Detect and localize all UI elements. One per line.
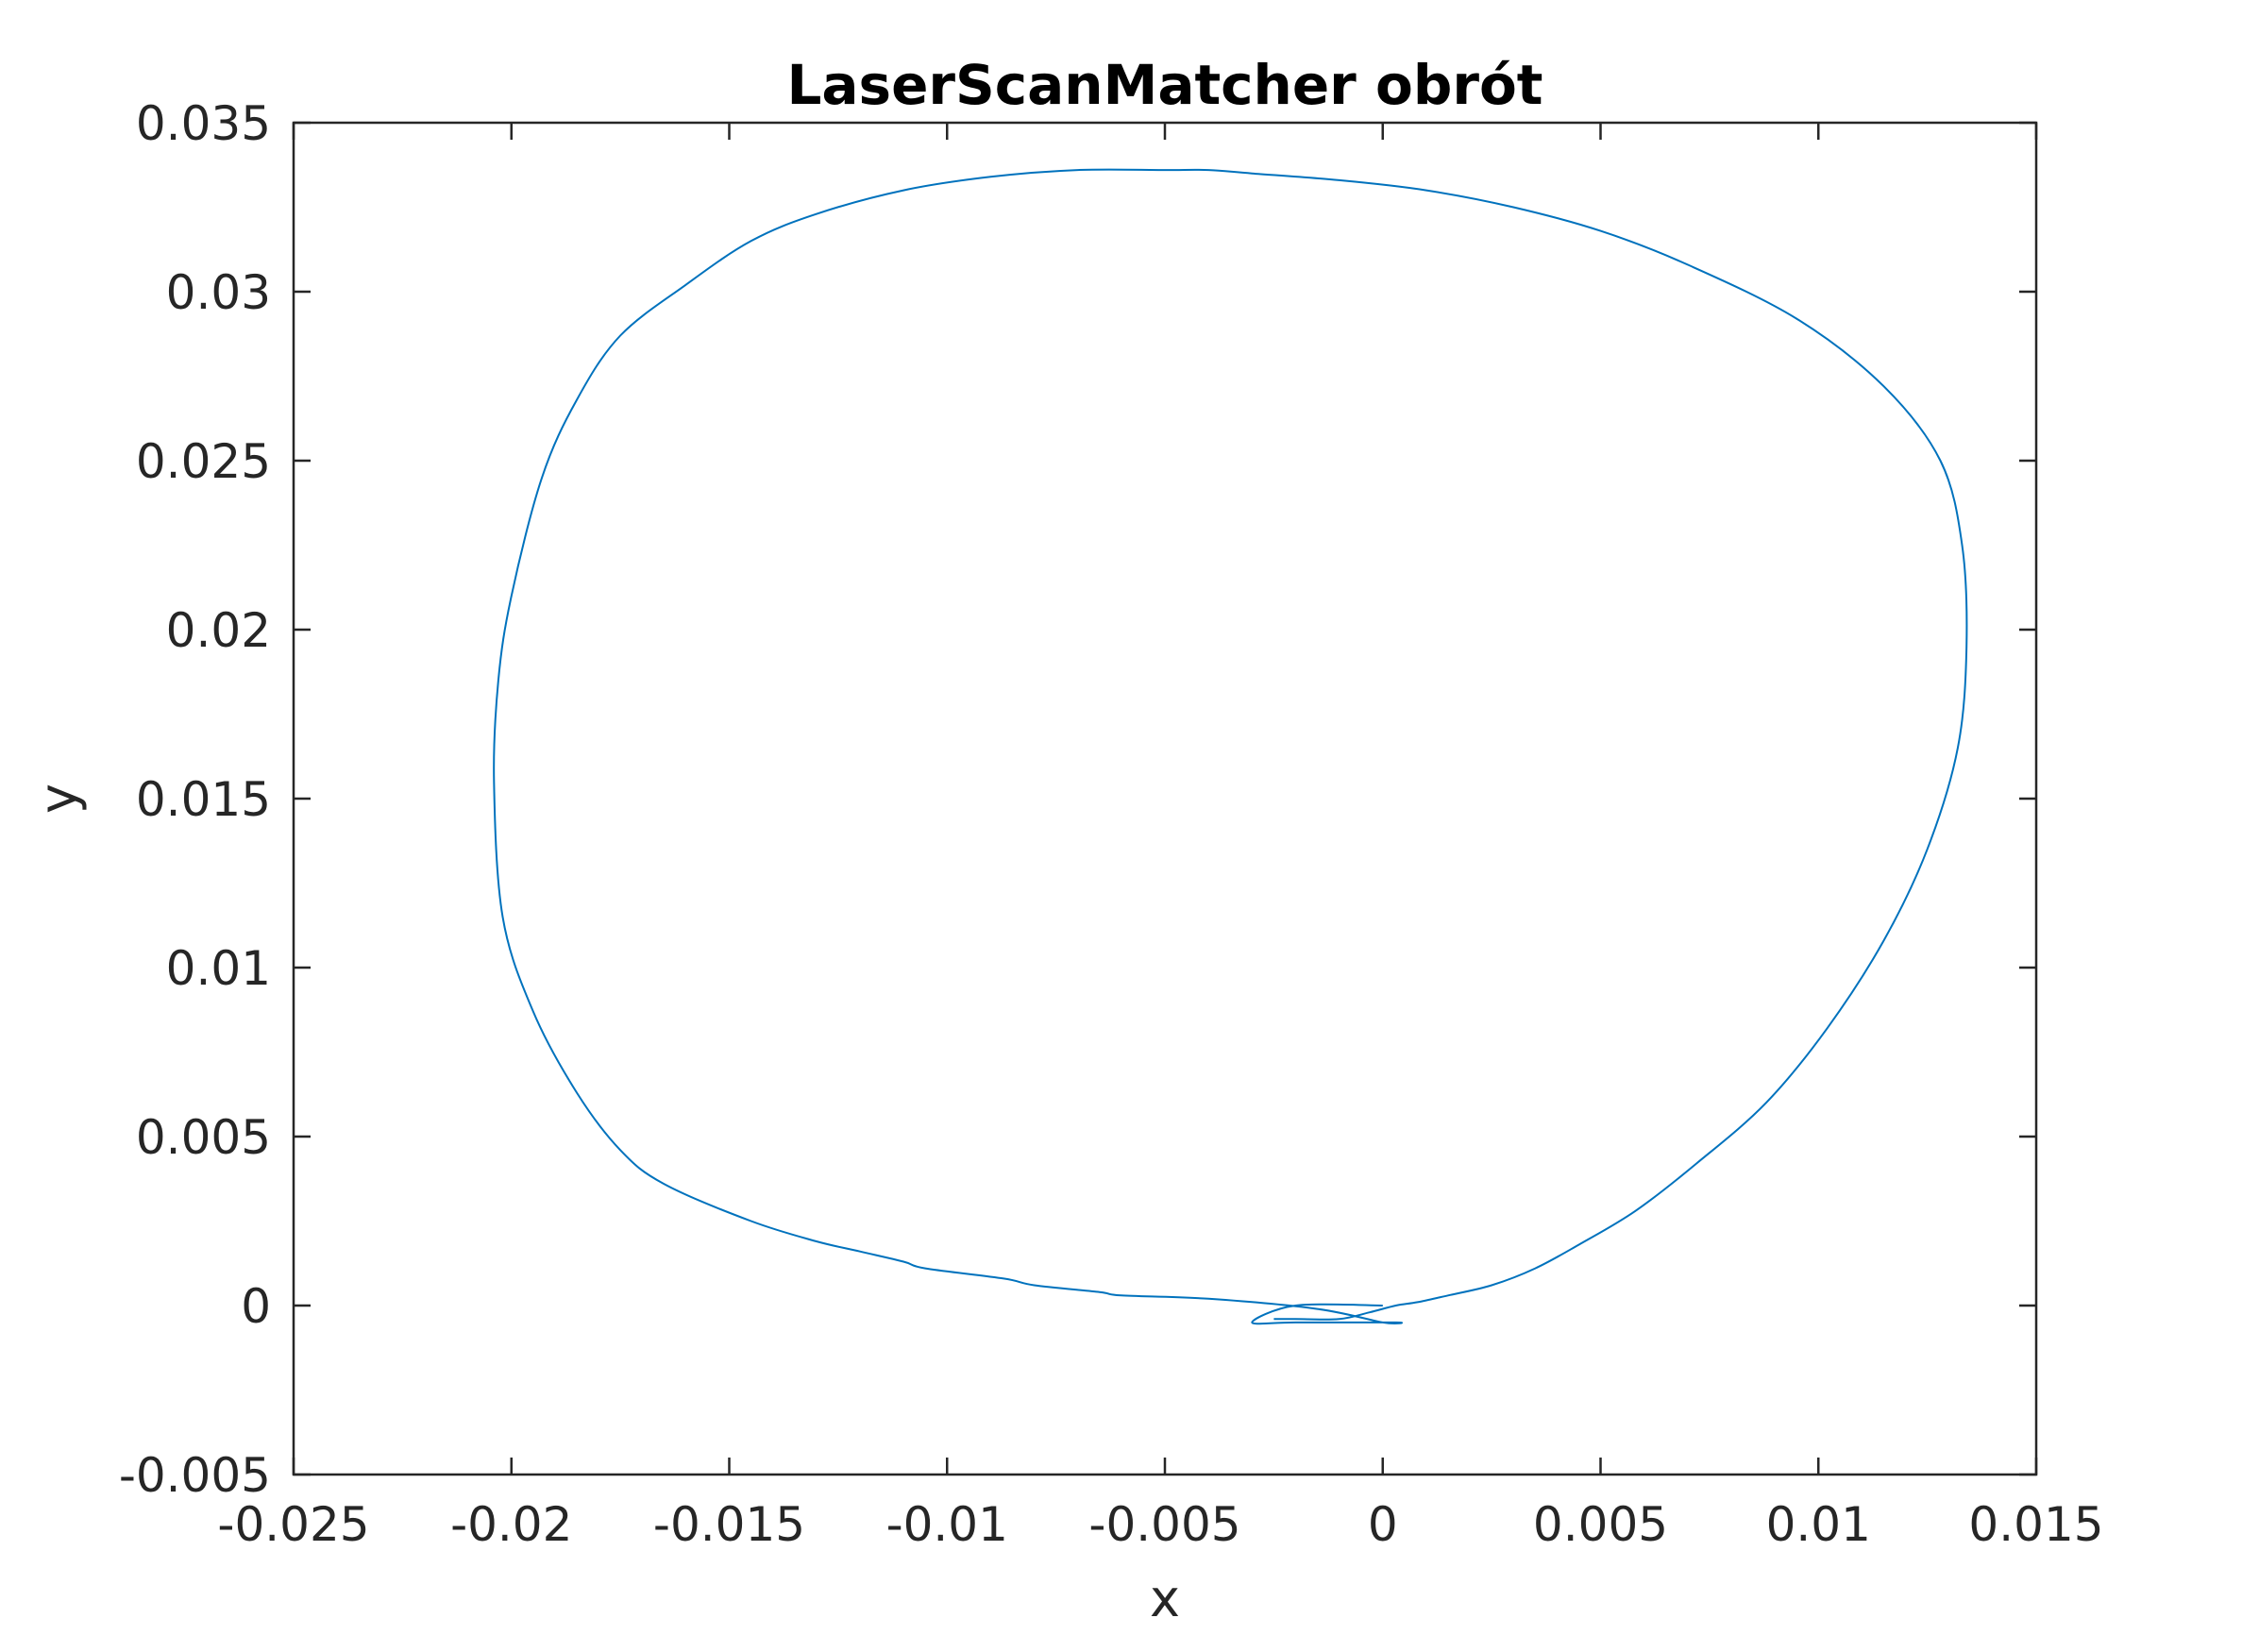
y-axis-label: y — [28, 784, 88, 814]
y-tick-label: 0.01 — [166, 941, 271, 996]
y-tick-labels: -0.005 0 0.005 0.01 0.015 0.02 0.025 0.03 0.035 — [119, 96, 271, 1503]
y-tick-label: 0.035 — [136, 96, 271, 151]
x-tick-label: 0.005 — [1533, 1497, 1668, 1552]
y-tick-label: 0.025 — [136, 434, 271, 489]
x-tick-label: 0.01 — [1766, 1497, 1871, 1552]
x-tick-label: -0.015 — [653, 1497, 805, 1552]
x-tick-label: 0.015 — [1968, 1497, 2103, 1552]
plot-area — [294, 123, 2036, 1475]
x-axis-label: x — [1150, 1569, 1180, 1628]
y-tick-label: -0.005 — [119, 1448, 271, 1503]
ticks-layer — [292, 121, 2038, 1476]
series-layer — [493, 168, 1968, 1325]
chart-title: LaserScanMatcher obrót — [786, 53, 1542, 117]
y-tick-label: 0.02 — [166, 603, 271, 658]
y-tick-label: 0.015 — [136, 772, 271, 827]
x-tick-labels: -0.025 -0.02 -0.015 -0.01 -0.005 0 0.005 0.01 0.… — [217, 1497, 2103, 1552]
x-tick-label: -0.02 — [450, 1497, 572, 1552]
x-tick-label: -0.005 — [1088, 1497, 1240, 1552]
x-tick-label: 0 — [1368, 1497, 1398, 1552]
y-tick-label: 0.005 — [136, 1110, 271, 1165]
y-tick-label: 0 — [241, 1279, 271, 1334]
x-tick-label: -0.025 — [217, 1497, 369, 1552]
x-tick-label: -0.01 — [886, 1497, 1008, 1552]
y-tick-label: 0.03 — [166, 265, 271, 320]
series-line-trajectory — [493, 168, 1968, 1325]
